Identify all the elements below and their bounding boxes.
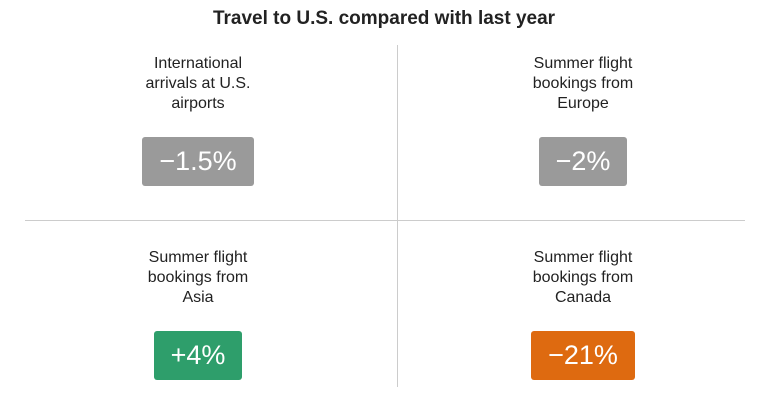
divider: [397, 45, 398, 387]
stat-card: Summer flight bookings from Asia +4%: [13, 248, 383, 380]
label-line: airports: [171, 95, 225, 112]
label-line: bookings from: [532, 269, 634, 286]
label-line: bookings from: [532, 75, 634, 92]
value-badge: −21%: [531, 331, 635, 380]
title: Travel to U.S. compared with last year: [212, 8, 556, 29]
label-line: International: [153, 55, 243, 72]
stat-card: Summer flight bookings from Europe −2%: [398, 54, 768, 186]
card-label: Summer flight bookings from Canada: [398, 248, 768, 308]
value-badge: −1.5%: [142, 137, 254, 186]
stat-card: Summer flight bookings from Canada −21%: [398, 248, 768, 380]
stat-card: International arrivals at U.S. airports −1.…: [13, 54, 383, 186]
label-line: Canada: [554, 289, 612, 306]
label-line: Europe: [557, 95, 609, 112]
card-label: Summer flight bookings from Asia: [13, 248, 383, 308]
label-line: Summer flight: [533, 55, 633, 72]
label-line: Summer flight: [148, 249, 248, 266]
value-badge: +4%: [153, 331, 243, 380]
divider: [25, 220, 745, 221]
card-label: International arrivals at U.S. airports: [13, 54, 383, 114]
label-line: Summer flight: [533, 249, 633, 266]
label-line: bookings from: [147, 269, 249, 286]
value-badge: −2%: [538, 137, 628, 186]
label-line: arrivals at U.S.: [145, 75, 251, 92]
card-label: Summer flight bookings from Europe: [398, 54, 768, 114]
label-line: Asia: [182, 289, 214, 306]
